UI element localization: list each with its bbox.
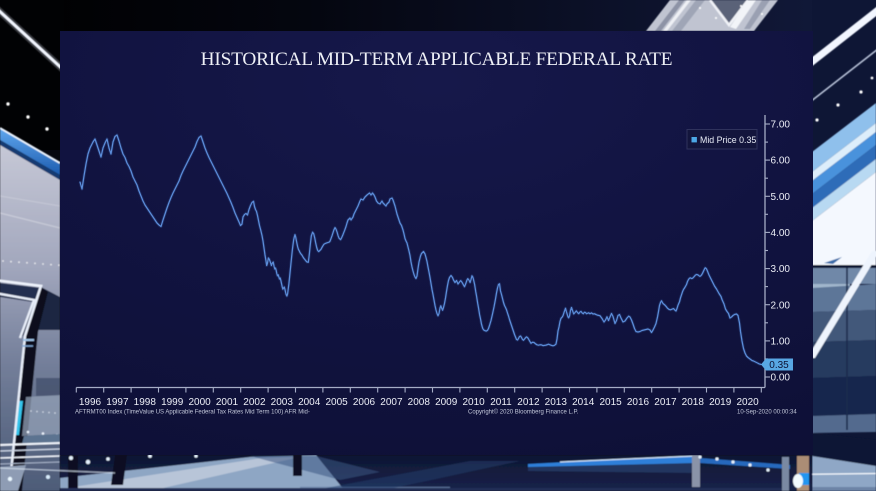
svg-text:2015: 2015 [599,397,622,408]
svg-text:2011: 2011 [490,397,512,408]
svg-text:HISTORICAL MID-TERM APPLICABLE: HISTORICAL MID-TERM APPLICABLE FEDERAL R… [201,49,673,70]
svg-text:0.00: 0.00 [771,373,791,384]
svg-text:2006: 2006 [353,397,376,408]
svg-text:10-Sep-2020 00:00:34: 10-Sep-2020 00:00:34 [737,410,797,416]
svg-text:2018: 2018 [682,397,705,408]
svg-text:2019: 2019 [709,397,732,408]
svg-text:2013: 2013 [545,397,568,408]
svg-text:2016: 2016 [627,397,650,408]
svg-text:0.35: 0.35 [769,360,789,371]
svg-text:2002: 2002 [243,397,266,408]
svg-text:2.00: 2.00 [771,300,791,311]
svg-text:2008: 2008 [408,397,431,408]
svg-text:2000: 2000 [188,397,211,408]
svg-text:2004: 2004 [298,397,321,408]
svg-text:2009: 2009 [435,397,458,408]
svg-text:3.00: 3.00 [771,264,791,275]
svg-text:2010: 2010 [462,397,485,408]
svg-text:2005: 2005 [325,397,348,408]
svg-text:2003: 2003 [271,397,294,408]
svg-text:1998: 1998 [134,397,157,408]
svg-text:2014: 2014 [572,397,595,408]
svg-text:Mid Price 0.35: Mid Price 0.35 [700,135,756,145]
svg-text:2001: 2001 [216,397,239,408]
svg-text:5.00: 5.00 [771,192,791,203]
svg-text:1997: 1997 [106,397,129,408]
svg-text:2017: 2017 [654,397,677,408]
svg-text:1996: 1996 [79,397,102,408]
svg-text:6.00: 6.00 [771,156,791,167]
svg-text:Copyright© 2020 Bloomberg Fina: Copyright© 2020 Bloomberg Finance L.P. [468,409,579,416]
svg-text:4.00: 4.00 [771,228,791,239]
svg-text:2007: 2007 [380,397,403,408]
svg-text:7.00: 7.00 [771,120,791,131]
svg-text:2020: 2020 [736,397,759,408]
svg-text:1999: 1999 [161,397,184,408]
svg-text:AFTRMT00 Index (TimeValue US A: AFTRMT00 Index (TimeValue US Applicable … [75,410,310,416]
svg-text:1.00: 1.00 [771,337,791,348]
svg-text:2012: 2012 [517,397,540,408]
